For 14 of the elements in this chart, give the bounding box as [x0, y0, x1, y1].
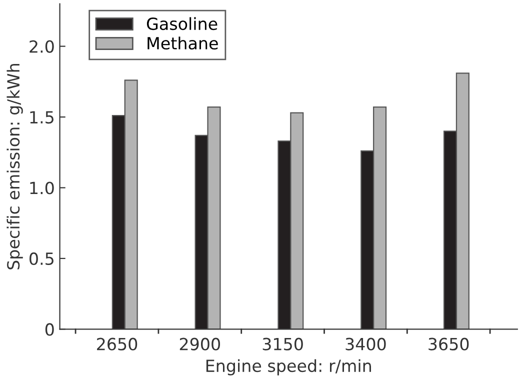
x-tick-label: 3150 [262, 338, 303, 350]
x-tick-label: 3400 [346, 338, 386, 350]
x-tick-label: 2650 [97, 338, 138, 350]
y-tick-label: 2.0 [30, 40, 54, 53]
y-tick-label: 1.0 [30, 182, 54, 194]
y-tick-label: 0 [45, 323, 54, 336]
x-tick-label: 2900 [180, 338, 220, 350]
legend-label: Gasoline [146, 17, 218, 30]
x-tick-label: 3650 [428, 338, 469, 350]
x-axis-title: Engine speed: r/min [206, 359, 371, 376]
y-axis-title: Specific emission: g/kWh [6, 64, 23, 270]
legend-label: Methane [148, 36, 218, 50]
y-tick-label: 0.5 [30, 252, 54, 266]
y-tick-label: 1.5 [30, 111, 54, 124]
